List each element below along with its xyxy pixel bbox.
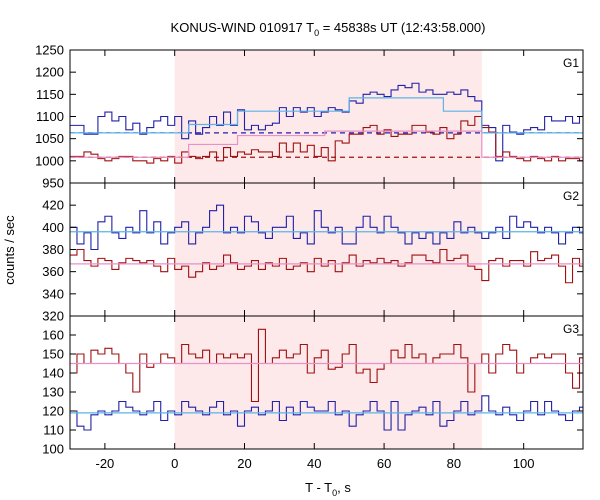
panel-G3-ytick-label: 110 <box>43 423 64 438</box>
panel-G2-ytick-label: 420 <box>42 198 64 213</box>
panel-G3-ytick-label: 150 <box>42 347 64 362</box>
panel-G1-series-red-lightcurve <box>70 115 583 164</box>
panel-G3-ytick-label: 130 <box>42 385 64 400</box>
xtick-label: 80 <box>447 456 461 471</box>
panel-G1-ytick-label: 1100 <box>36 109 64 124</box>
panel-G1-ytick-label: 1050 <box>35 131 64 146</box>
panel-G2-ytick-label: 400 <box>42 220 64 235</box>
x-axis-label-rest: , s <box>337 480 351 495</box>
panel-G3-ytick-label: 140 <box>42 366 64 381</box>
panel-G3-label: G3 <box>563 322 579 336</box>
panel-G2-label: G2 <box>563 189 579 203</box>
ticks: G1950100010501100115012001250G2320340360… <box>35 43 583 471</box>
panel-G3-frame <box>69 315 584 450</box>
y-axis-label: counts / sec <box>2 215 17 285</box>
panel-G3-ytick-label: 160 <box>42 328 64 343</box>
source-interval-shade <box>174 50 482 449</box>
xtick-label: -20 <box>95 456 114 471</box>
panel-G1-series <box>70 82 583 164</box>
chart-title-main: KONUS-WIND 010917 T <box>171 20 315 35</box>
x-axis-label-main: T - T <box>305 480 332 495</box>
xtick-label: 0 <box>171 456 178 471</box>
panel-G3-series <box>70 328 583 431</box>
panel-G1-ytick-label: 1150 <box>36 87 64 102</box>
panel-G2-ytick-label: 320 <box>42 309 64 324</box>
panel-G1-series-blue-lightcurve <box>70 82 583 162</box>
panel-G2-ytick-label: 340 <box>42 286 64 301</box>
series-layer <box>70 82 583 431</box>
panel-G1-series-lightblue-model <box>70 97 583 134</box>
chart-title-sub: 0 <box>314 28 319 38</box>
x-axis-label-sub: 0 <box>332 488 337 498</box>
panel-G2-ytick-label: 360 <box>42 264 64 279</box>
chart-title-rest: = 45838s UT (12:43:58.000) <box>319 20 485 35</box>
panel-G1-ytick-label: 950 <box>42 176 64 191</box>
panel-G1-series-pink-model <box>70 130 583 158</box>
panel-G2-ytick-label: 380 <box>42 242 64 257</box>
panel-G3-series-blue-lightcurve <box>70 395 583 431</box>
xtick-label: 40 <box>307 456 321 471</box>
source-interval-band <box>174 50 482 449</box>
chart-title: KONUS-WIND 010917 T0 = 45838s UT (12:43:… <box>171 20 486 38</box>
xtick-label: 20 <box>237 456 251 471</box>
x-axis-label: T - T0, s <box>305 480 351 498</box>
panel-G3-ytick-label: 120 <box>42 404 64 419</box>
panel-G1-ytick-label: 1000 <box>35 153 64 168</box>
panel-G3-ytick-label: 100 <box>42 442 64 457</box>
panel-G1-ytick-label: 1250 <box>35 43 64 58</box>
panel-G1-label: G1 <box>563 56 579 70</box>
panel-G2-series-red-lightcurve <box>70 248 583 284</box>
panel-G2-series-blue-lightcurve <box>70 204 583 251</box>
panel-G2-series <box>70 204 583 284</box>
xtick-label: 100 <box>513 456 535 471</box>
xtick-label: 60 <box>377 456 391 471</box>
panel-G1-ytick-label: 1200 <box>35 65 64 80</box>
